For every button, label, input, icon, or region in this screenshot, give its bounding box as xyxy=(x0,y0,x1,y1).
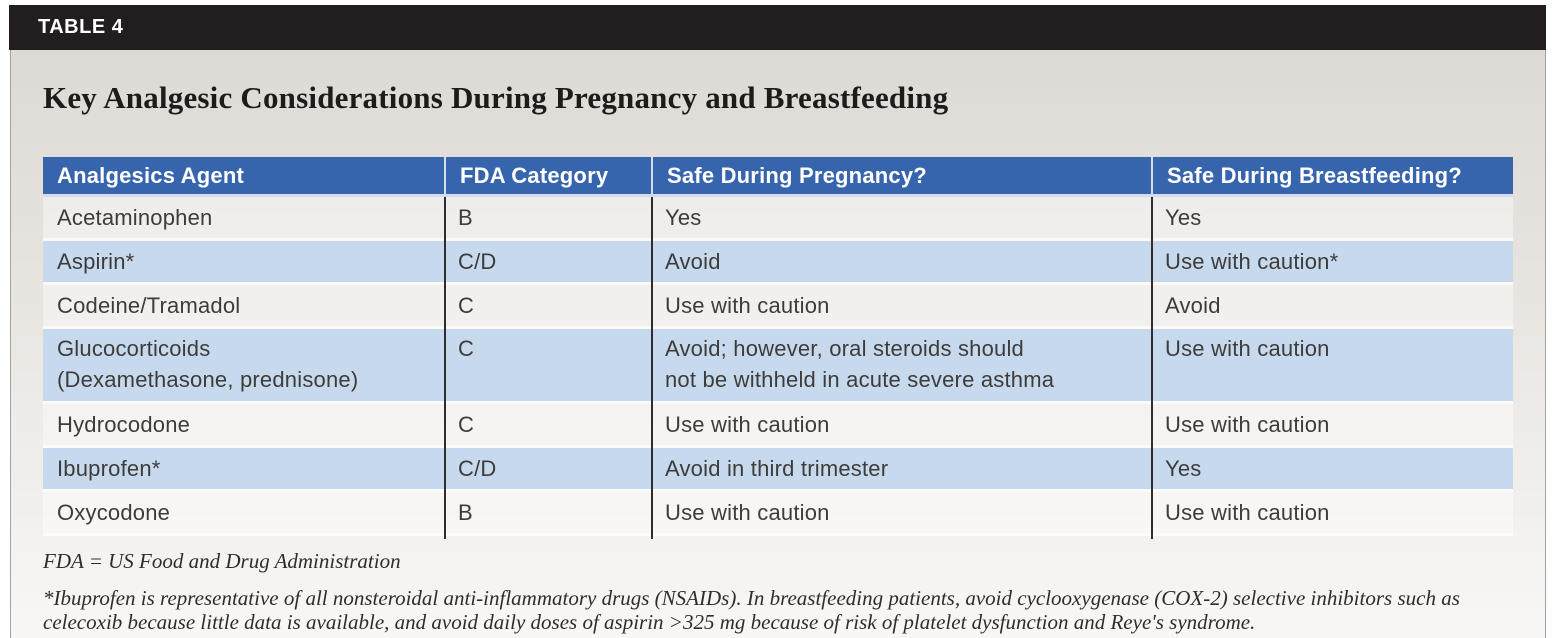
table-row-glucocorticoids: Glucocorticoids (Dexamethasone, predniso… xyxy=(43,329,1513,404)
table-label-bar: TABLE 4 xyxy=(9,5,1546,50)
cell-agent: Aspirin* xyxy=(57,249,135,274)
cell-fda-category: C xyxy=(458,412,475,437)
table-row-acetaminophen: Acetaminophen B Yes Yes xyxy=(43,197,1513,241)
cell-fda-category: C/D xyxy=(458,249,497,274)
cell-breastfeeding: Use with caution* xyxy=(1165,249,1339,274)
cell-fda-category: B xyxy=(458,500,473,525)
column-divider xyxy=(444,197,446,539)
column-header-safe-breastfeeding: Safe During Breastfeeding? xyxy=(1151,157,1513,194)
cell-pregnancy: Avoid xyxy=(665,249,721,274)
column-header-fda-category: FDA Category xyxy=(444,157,651,194)
table-row-ibuprofen: Ibuprofen* C/D Avoid in third trimester … xyxy=(43,448,1513,492)
cell-pregnancy: Yes xyxy=(665,205,702,230)
cell-breastfeeding: Yes xyxy=(1165,205,1202,230)
cell-agent: Acetaminophen xyxy=(57,205,213,230)
cell-pregnancy: Use with caution xyxy=(665,412,830,437)
cell-pregnancy: Use with caution xyxy=(665,500,830,525)
table-title: Key Analgesic Considerations During Preg… xyxy=(43,80,949,115)
column-header-analgesics-agent: Analgesics Agent xyxy=(57,162,244,188)
column-divider xyxy=(1151,197,1153,539)
cell-breastfeeding: Use with caution xyxy=(1165,500,1330,525)
cell-pregnancy: Avoid in third trimester xyxy=(665,456,889,481)
cell-agent: Codeine/Tramadol xyxy=(57,293,241,318)
table-row-oxycodone: Oxycodone B Use with caution Use with ca… xyxy=(43,492,1513,536)
table-row-hydrocodone: Hydrocodone C Use with caution Use with … xyxy=(43,404,1513,448)
footnote-asterisk-note: *Ibuprofen is representative of all nons… xyxy=(43,586,1460,634)
cell-fda-category: C/D xyxy=(458,456,497,481)
cell-fda-category: B xyxy=(458,205,473,230)
table-row-codeine-tramadol: Codeine/Tramadol C Use with caution Avoi… xyxy=(43,285,1513,329)
table-header-row: Analgesics Agent FDA Category Safe Durin… xyxy=(43,157,1513,197)
cell-breastfeeding: Use with caution xyxy=(1165,336,1330,361)
cell-breastfeeding: Yes xyxy=(1165,456,1202,481)
analgesics-table: Analgesics Agent FDA Category Safe Durin… xyxy=(43,157,1513,539)
cell-agent: Oxycodone xyxy=(57,500,171,525)
cell-agent: Glucocorticoids (Dexamethasone, predniso… xyxy=(57,336,359,392)
cell-fda-category: C xyxy=(458,336,475,361)
table-card: Key Analgesic Considerations During Preg… xyxy=(10,50,1546,638)
cell-breastfeeding: Avoid xyxy=(1165,293,1221,318)
cell-fda-category: C xyxy=(458,293,475,318)
cell-breastfeeding: Use with caution xyxy=(1165,412,1330,437)
cell-pregnancy: Use with caution xyxy=(665,293,830,318)
column-divider xyxy=(651,197,653,539)
cell-pregnancy: Avoid; however, oral steroids should not… xyxy=(665,336,1055,392)
footnote-abbreviation: FDA = US Food and Drug Administration xyxy=(43,549,401,573)
column-header-safe-pregnancy: Safe During Pregnancy? xyxy=(651,157,1151,194)
cell-agent: Hydrocodone xyxy=(57,412,191,437)
table-row-aspirin: Aspirin* C/D Avoid Use with caution* xyxy=(43,241,1513,285)
table-label: TABLE 4 xyxy=(38,16,124,38)
cell-agent: Ibuprofen* xyxy=(57,456,161,481)
